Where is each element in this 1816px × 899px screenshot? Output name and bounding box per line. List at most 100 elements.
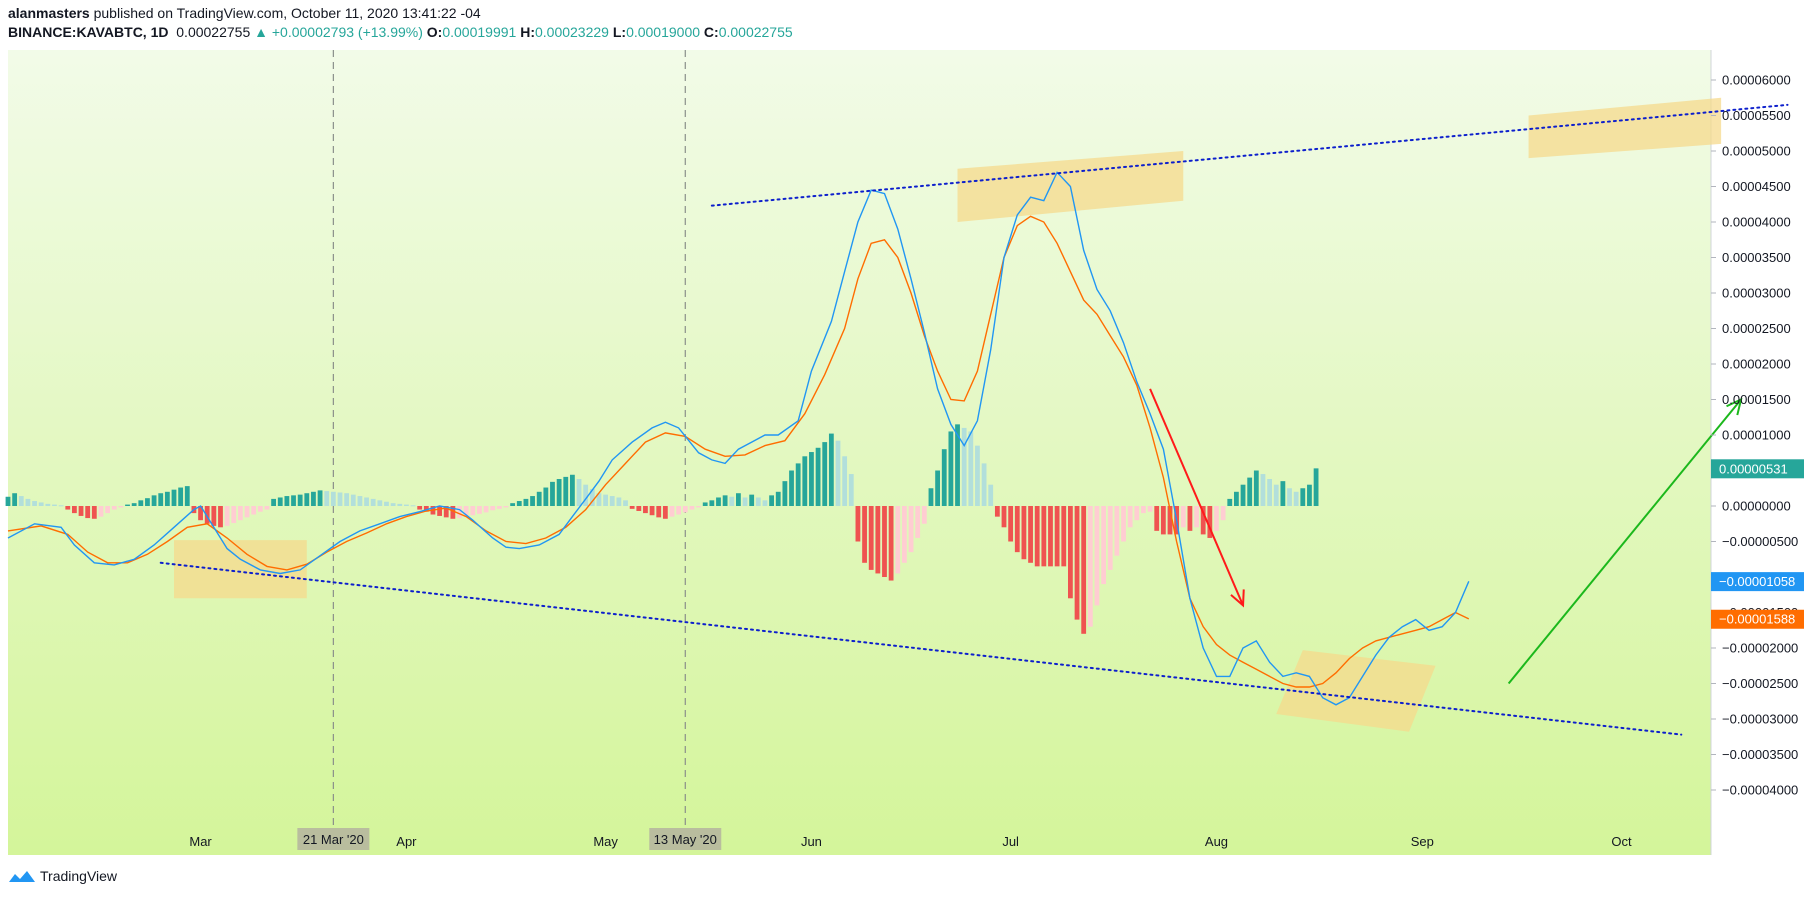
- price-tick-label: −0.00002500: [1722, 676, 1798, 691]
- histogram-bar: [350, 494, 356, 506]
- histogram-bar: [357, 496, 363, 506]
- close-value: 0.00022755: [718, 24, 793, 40]
- price-tick-label: 0.00005000: [1722, 144, 1791, 159]
- tradingview-footer: TradingView: [8, 868, 117, 884]
- histogram-bar: [649, 506, 655, 516]
- histogram-bar: [98, 506, 104, 517]
- highlight-box-1: [174, 540, 307, 599]
- date-marker-box-0: [297, 828, 370, 850]
- histogram-bar: [184, 486, 190, 506]
- histogram-bar: [908, 506, 914, 553]
- histogram-bar: [975, 445, 980, 506]
- histogram-bar: [1214, 506, 1219, 531]
- histogram-bar: [65, 506, 71, 510]
- histogram-bar: [722, 495, 728, 506]
- histogram-bar: [789, 470, 794, 506]
- histogram-bar: [1227, 498, 1233, 506]
- symbol-label: BINANCE:KAVABTC, 1D: [8, 24, 169, 40]
- histogram-bar: [1273, 484, 1279, 506]
- histogram-bar: [583, 484, 589, 506]
- histogram-bar: [662, 506, 668, 519]
- histogram-bar: [1154, 506, 1160, 531]
- histogram-bar: [218, 506, 223, 528]
- histogram-bar: [483, 506, 489, 513]
- histogram-bar: [948, 431, 954, 506]
- histogram-bar: [131, 503, 137, 506]
- price-tick-label: 0.00002500: [1722, 321, 1791, 336]
- last-value-histogram-box: [1711, 459, 1804, 479]
- price-change: ▲ +0.00002793 (+13.99%): [254, 24, 423, 40]
- histogram-bar: [251, 506, 257, 515]
- histogram-bar: [238, 506, 243, 521]
- histogram-bar: [244, 506, 250, 518]
- histogram-bar: [848, 474, 854, 506]
- histogram-bar: [981, 463, 987, 506]
- histogram-bar: [762, 500, 768, 506]
- histogram-bar: [656, 506, 662, 518]
- histogram-bar: [1034, 506, 1040, 567]
- histogram-bar: [58, 505, 64, 507]
- histogram-bar: [1054, 506, 1060, 567]
- histogram-bar: [782, 481, 788, 506]
- chart-header: alanmasters published on TradingView.com…: [8, 4, 793, 42]
- drawing-annotations: [159, 103, 1789, 736]
- histogram-bar: [410, 505, 416, 507]
- histogram-bar: [1041, 506, 1047, 567]
- histogram-bar: [337, 492, 343, 506]
- histogram-bar: [72, 506, 77, 514]
- histogram-bar: [1101, 506, 1106, 585]
- histogram-bar: [882, 506, 887, 577]
- histogram-bar: [609, 496, 615, 506]
- close-label: C:: [703, 24, 719, 40]
- histogram-bar: [802, 456, 808, 506]
- histogram-bar: [589, 488, 595, 506]
- histogram-bar: [1014, 506, 1020, 553]
- histogram-bar: [702, 502, 708, 506]
- histogram-bar: [1107, 506, 1113, 570]
- low-label: L:: [612, 24, 627, 40]
- histogram-bar: [1293, 491, 1299, 506]
- histogram-bar: [138, 500, 144, 506]
- histogram-bar: [1240, 484, 1246, 506]
- histogram-bar: [842, 456, 848, 506]
- highlight-box-4: [1276, 650, 1436, 732]
- histogram-bar: [623, 500, 628, 506]
- histogram-bar: [317, 490, 323, 506]
- macd-line: [7, 171, 1470, 706]
- price-axis[interactable]: 0.00006000 0.00005500 0.00005000 0.00004500…: [1711, 73, 1798, 798]
- price-tick-label: 0.00003500: [1722, 250, 1791, 265]
- histogram-bar: [1087, 506, 1093, 627]
- histogram-bar: [828, 433, 834, 506]
- histogram-bar: [211, 506, 217, 526]
- date-marker-label-1: 13 May '20: [654, 832, 717, 847]
- histogram-bar: [543, 487, 549, 506]
- histogram-bar: [490, 506, 496, 511]
- histogram-bar: [955, 424, 960, 506]
- histogram-bar: [390, 503, 396, 506]
- histogram-bar: [231, 506, 237, 524]
- histogram-bar: [682, 506, 688, 513]
- histogram-bar: [5, 496, 11, 506]
- last-value-macd-label: −0.00001058: [1719, 574, 1795, 589]
- histogram-bar: [988, 484, 994, 506]
- price-tick-label: −0.00000500: [1722, 534, 1798, 549]
- author-name[interactable]: alanmasters: [8, 5, 90, 21]
- histogram-bar: [755, 497, 761, 506]
- histogram-bar: [556, 479, 562, 506]
- histogram-bar: [330, 491, 336, 506]
- histogram-bar: [52, 504, 57, 506]
- histogram-bar: [1127, 506, 1133, 528]
- histogram-bar: [291, 495, 296, 506]
- histogram-bar: [596, 493, 602, 506]
- histogram-bar: [1167, 506, 1173, 535]
- histogram-bar: [1074, 506, 1080, 620]
- price-tick-label: 0.00005500: [1722, 108, 1791, 123]
- histogram-bar: [1134, 506, 1140, 521]
- histogram-bar: [516, 501, 522, 506]
- time-axis[interactable]: MarAprMayJunJulAugSepOctNovDec: [189, 834, 1816, 849]
- histogram-bar: [463, 506, 469, 517]
- price-tick-label: 0.00006000: [1722, 73, 1791, 88]
- date-marker-box-1: [649, 828, 722, 850]
- histogram-bar: [284, 496, 290, 506]
